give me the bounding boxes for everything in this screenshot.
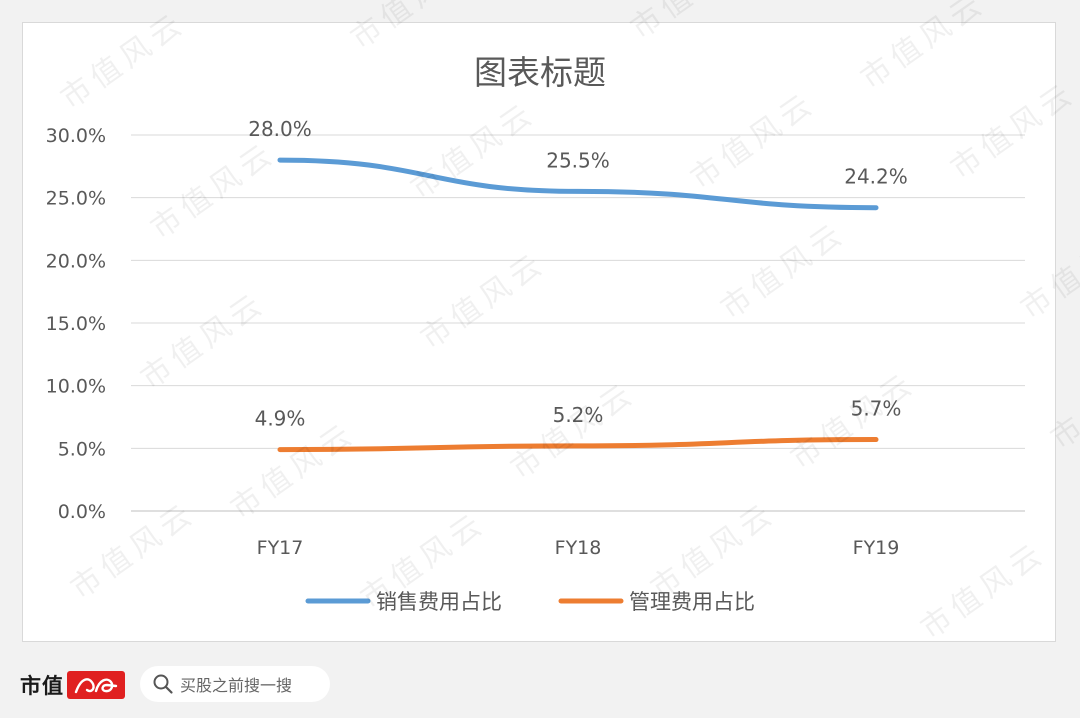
y-tick-label: 25.0% — [46, 188, 106, 210]
y-axis-ticks: 0.0% 5.0% 10.0% 15.0% 20.0% 25.0% 30.0% — [46, 125, 106, 523]
y-tick-label: 30.0% — [46, 125, 106, 147]
data-label: 25.5% — [546, 148, 610, 172]
logo-seal-icon — [67, 671, 125, 699]
legend: 销售费用占比 管理费用占比 — [305, 590, 755, 614]
series-line — [277, 157, 879, 211]
x-axis-ticks: FY17 FY18 FY19 — [257, 537, 900, 559]
brand-logo: 市值 — [20, 668, 125, 702]
data-label: 28.0% — [248, 117, 312, 141]
legend-label: 销售费用占比 — [376, 590, 502, 614]
series-layer — [277, 157, 879, 453]
y-tick-label: 10.0% — [46, 376, 106, 398]
data-label: 4.9% — [255, 407, 306, 431]
logo-text: 市值 — [20, 673, 64, 698]
x-tick-label: FY18 — [555, 537, 602, 559]
line-chart: 图表标题 0.0% 5.0% 10.0% 15.0% 20.0% 25.0% 30.0% F… — [46, 53, 1025, 614]
x-tick-label: FY17 — [257, 537, 304, 559]
data-labels: 28.0% 25.5% 24.2% 4.9% 5.2% 5.7% — [248, 117, 908, 431]
y-tick-label: 5.0% — [58, 438, 106, 460]
y-tick-label: 20.0% — [46, 250, 106, 272]
data-label: 5.2% — [553, 403, 604, 427]
x-tick-label: FY19 — [853, 537, 900, 559]
data-label: 5.7% — [851, 397, 902, 421]
y-tick-label: 15.0% — [46, 313, 106, 335]
chart-title: 图表标题 — [474, 53, 606, 92]
search-box[interactable]: 买股之前搜一搜 — [140, 666, 330, 702]
series-line — [277, 437, 879, 453]
footer-bar: 市值 买股之前搜一搜 — [0, 652, 1080, 718]
search-placeholder: 买股之前搜一搜 — [180, 676, 293, 695]
data-label: 24.2% — [844, 165, 908, 189]
y-tick-label: 0.0% — [58, 501, 106, 523]
legend-label: 管理费用占比 — [629, 590, 755, 614]
search-icon — [152, 673, 174, 695]
chart-card: 图表标题 0.0% 5.0% 10.0% 15.0% 20.0% 25.0% 30.0% F… — [22, 22, 1056, 642]
